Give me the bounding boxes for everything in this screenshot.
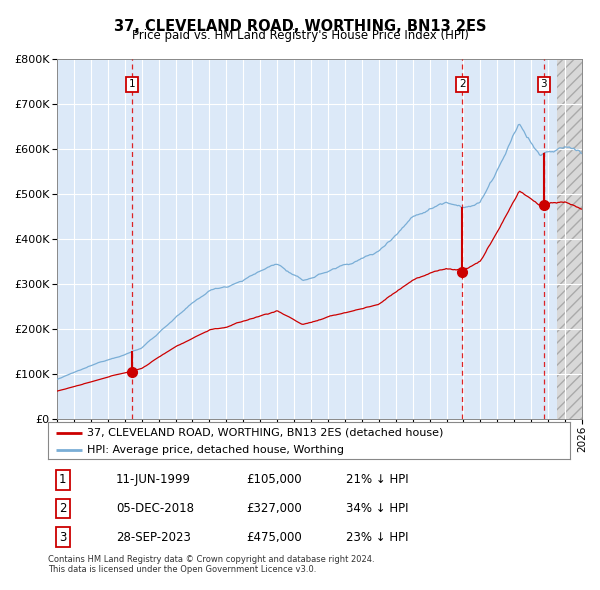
Text: 3: 3 (59, 531, 67, 544)
Text: Contains HM Land Registry data © Crown copyright and database right 2024.: Contains HM Land Registry data © Crown c… (48, 555, 374, 563)
Text: 23% ↓ HPI: 23% ↓ HPI (346, 531, 408, 544)
Text: 34% ↓ HPI: 34% ↓ HPI (346, 502, 408, 515)
Text: £475,000: £475,000 (247, 531, 302, 544)
Text: 1: 1 (59, 473, 67, 486)
Text: 2: 2 (59, 502, 67, 515)
Text: HPI: Average price, detached house, Worthing: HPI: Average price, detached house, Wort… (87, 445, 344, 455)
Text: 37, CLEVELAND ROAD, WORTHING, BN13 2ES: 37, CLEVELAND ROAD, WORTHING, BN13 2ES (114, 19, 486, 34)
Text: 05-DEC-2018: 05-DEC-2018 (116, 502, 194, 515)
Text: 28-SEP-2023: 28-SEP-2023 (116, 531, 191, 544)
Text: Price paid vs. HM Land Registry's House Price Index (HPI): Price paid vs. HM Land Registry's House … (131, 30, 469, 42)
Text: £105,000: £105,000 (247, 473, 302, 486)
Text: 37, CLEVELAND ROAD, WORTHING, BN13 2ES (detached house): 37, CLEVELAND ROAD, WORTHING, BN13 2ES (… (87, 428, 443, 438)
Text: 1: 1 (129, 79, 136, 89)
Text: 21% ↓ HPI: 21% ↓ HPI (346, 473, 408, 486)
Text: 2: 2 (459, 79, 466, 89)
Text: 3: 3 (541, 79, 547, 89)
Text: 11-JUN-1999: 11-JUN-1999 (116, 473, 191, 486)
Bar (557, 59, 582, 419)
Text: This data is licensed under the Open Government Licence v3.0.: This data is licensed under the Open Gov… (48, 565, 316, 573)
Text: £327,000: £327,000 (247, 502, 302, 515)
